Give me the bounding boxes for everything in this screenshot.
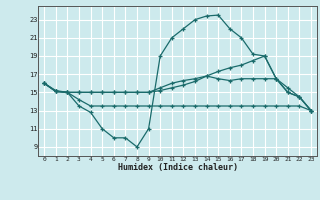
X-axis label: Humidex (Indice chaleur): Humidex (Indice chaleur) — [118, 163, 238, 172]
